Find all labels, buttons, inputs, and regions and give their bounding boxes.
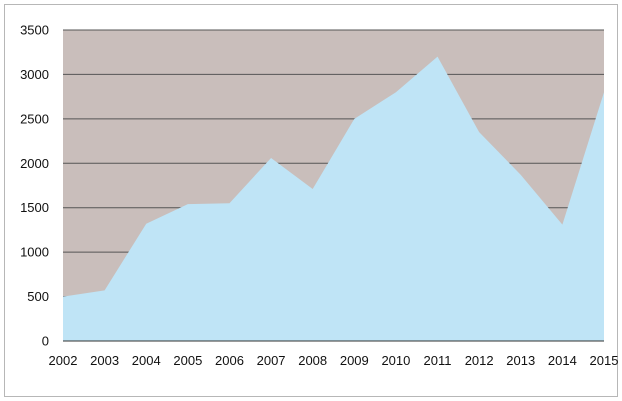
x-tick-label: 2010 xyxy=(381,353,410,368)
x-axis-tick-labels: 2002 2003 2004 2005 2006 2007 2008 2009 2010 2011… xyxy=(49,353,619,368)
y-axis-tick-labels: 0 500 1000 1500 2000 2500 3000 3500 xyxy=(20,23,49,349)
x-tick-label: 2003 xyxy=(90,353,119,368)
x-tick-label: 2008 xyxy=(298,353,327,368)
x-tick-label: 2013 xyxy=(506,353,535,368)
y-tick-label: 3000 xyxy=(20,67,49,82)
y-tick-label: 3500 xyxy=(20,23,49,38)
area-series xyxy=(63,56,604,342)
y-tick-label: 2000 xyxy=(20,156,49,171)
x-tick-label: 2006 xyxy=(215,353,244,368)
x-tick-label: 2012 xyxy=(465,353,494,368)
x-tick-label: 2009 xyxy=(340,353,369,368)
x-tick-label: 2005 xyxy=(173,353,202,368)
y-tick-label: 1000 xyxy=(20,245,49,260)
y-tick-label: 1500 xyxy=(20,200,49,215)
x-tick-label: 2011 xyxy=(424,353,452,368)
x-tick-label: 2004 xyxy=(132,353,161,368)
y-tick-label: 500 xyxy=(27,289,49,304)
y-tick-label: 0 xyxy=(42,334,49,349)
x-tick-label: 2015 xyxy=(590,353,619,368)
x-tick-label: 2014 xyxy=(548,353,577,368)
y-tick-label: 2500 xyxy=(20,111,49,126)
x-tick-label: 2007 xyxy=(257,353,286,368)
x-tick-label: 2002 xyxy=(49,353,78,368)
